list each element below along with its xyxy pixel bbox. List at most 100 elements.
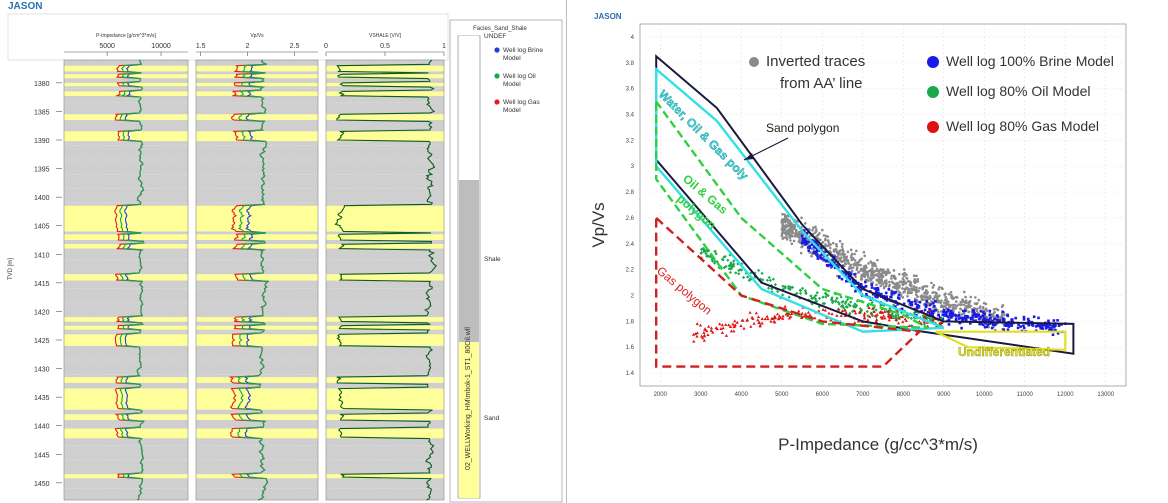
inverted-trace-point (780, 220, 784, 224)
brine-point (1007, 323, 1011, 327)
inverted-trace-point (975, 307, 979, 311)
oil-point (892, 303, 896, 307)
gas-point (839, 313, 843, 317)
brine-point (1022, 326, 1026, 330)
brine-point (844, 272, 848, 276)
brine-point (1026, 317, 1030, 321)
gas-point (752, 321, 756, 325)
gas-point (863, 311, 867, 315)
gas-point (733, 319, 737, 323)
inverted-trace-point (942, 304, 946, 308)
inverted-trace-point (781, 212, 784, 216)
inverted-trace-point (800, 216, 803, 220)
inverted-trace-point (811, 228, 814, 232)
brine-point (1054, 328, 1057, 332)
legend-label: Well log 80% Gas Model (946, 118, 1099, 134)
brine-point (816, 257, 820, 260)
y-tick-label: 4 (631, 35, 635, 41)
brine-point (836, 265, 840, 269)
brine-point (920, 309, 923, 313)
brine-point (977, 317, 981, 321)
inverted-trace-point (868, 277, 872, 280)
gas-point (829, 318, 833, 322)
inverted-trace-point (901, 287, 904, 290)
gas-point (709, 326, 714, 330)
sand-interval (196, 131, 318, 142)
sand-interval (326, 65, 444, 72)
brine-point (894, 290, 898, 294)
inverted-trace-point (915, 293, 918, 297)
gas-point (879, 311, 883, 314)
well-log-panel: JASON TVD [m] 1380 1385 1390 1395 1400 1405 141… (0, 0, 567, 503)
inverted-trace-point (871, 281, 875, 285)
brine-point (932, 309, 936, 313)
inverted-trace-point (927, 297, 930, 301)
inverted-trace-point (906, 294, 909, 298)
brine-point (929, 303, 932, 306)
inverted-trace-point (923, 284, 927, 288)
gas-point (706, 333, 710, 336)
gas-point (760, 317, 764, 320)
inverted-trace-point (1001, 303, 1005, 307)
inverted-trace-point (962, 312, 966, 316)
brine-point (838, 276, 841, 279)
gas-point (874, 320, 878, 324)
inverted-trace-point (800, 245, 803, 249)
brine-point (1016, 326, 1020, 330)
inverted-trace-point (957, 303, 961, 306)
inverted-trace-point (877, 276, 881, 280)
track-title: P-Impedance [g/cm^3*m/s] (96, 33, 156, 39)
gas-point (727, 323, 731, 327)
track-tick-label: 0.5 (380, 43, 390, 50)
inverted-trace-point (791, 231, 794, 235)
inverted-trace-point (810, 254, 813, 258)
gas-point (862, 313, 866, 317)
brine-point (917, 304, 921, 308)
brine-point (974, 319, 978, 322)
brine-point (951, 314, 954, 318)
brine-point (986, 323, 990, 327)
oil-point (836, 300, 840, 304)
inverted-trace-point (785, 219, 789, 223)
inverted-trace-point (831, 241, 835, 245)
brine-point (851, 281, 854, 284)
brine-point (961, 309, 965, 313)
brine-point (816, 254, 819, 258)
depth-tick-label: 1395 (34, 167, 50, 174)
inverted-trace-point (796, 235, 800, 239)
inverted-trace-point (866, 273, 870, 276)
gas-point (896, 321, 901, 325)
gas-point (751, 316, 755, 320)
brine-point (819, 246, 823, 249)
oil-point (845, 297, 850, 302)
legend-label: Well log Brine (503, 47, 543, 54)
inverted-trace-point (950, 295, 953, 299)
gas-point (923, 314, 927, 318)
inverted-trace-point (842, 253, 845, 257)
inverted-trace-point (784, 232, 788, 236)
brine-point (864, 280, 867, 284)
inverted-trace-point (862, 250, 866, 254)
inverted-trace-point (1000, 314, 1004, 318)
gas-point (748, 310, 752, 314)
inverted-trace-point (908, 283, 912, 287)
inverted-trace-point (914, 280, 917, 284)
gas-point (821, 307, 825, 311)
brine-point (815, 241, 818, 245)
sand-interval (196, 325, 318, 330)
inverted-trace-point (877, 270, 881, 274)
brine-point (982, 311, 985, 314)
oil-point (761, 278, 765, 282)
inverted-trace-point (916, 280, 920, 283)
x-tick-label: 7000 (856, 392, 870, 398)
oil-point (773, 283, 778, 287)
inverted-trace-point (847, 262, 850, 265)
gas-point (695, 331, 699, 335)
oil-point (874, 315, 878, 319)
sand-interval (196, 317, 318, 322)
depth-tick-label: 1420 (34, 309, 50, 316)
brine-point (1002, 318, 1006, 321)
brine-point (830, 265, 833, 268)
inverted-trace-point (973, 302, 977, 305)
inverted-trace-point (780, 234, 784, 238)
